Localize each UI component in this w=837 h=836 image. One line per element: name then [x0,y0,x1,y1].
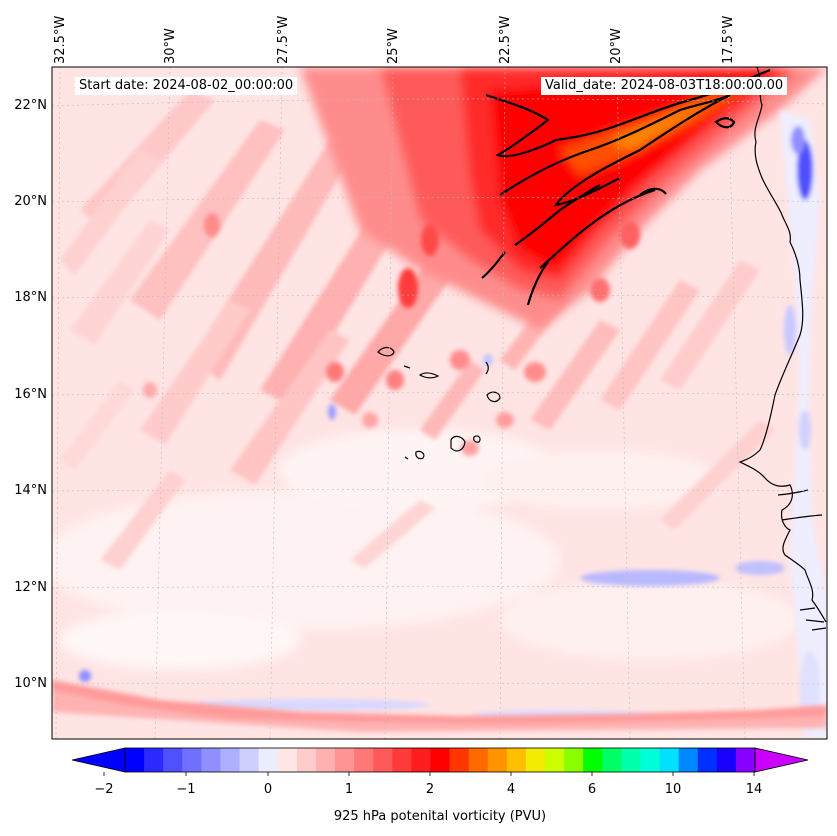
colorbar-min-extend [71,747,126,773]
pv-contours [481,68,771,306]
colorbar-segment [315,748,336,772]
cape-verde-islands [377,346,501,460]
colorbar-segment [354,748,374,772]
colorbar-max-extend [754,747,809,773]
coastline [738,66,827,631]
colorbar-tick-label: 10 [664,782,682,797]
high-pv-region [300,67,827,330]
colorbar-segment [296,748,317,772]
colorbar-segment [545,748,565,772]
lat-label-12n: 12°N [14,580,47,595]
pv-field [52,67,827,739]
lon-label-17-5w: 17.5°W [721,15,736,64]
colorbar-segment [468,748,489,772]
colorbar-segment [239,748,260,772]
colorbar-segment [602,748,622,772]
colorbar-segment [678,748,699,772]
colorbar-tick-label: 4 [506,782,516,797]
colorbar-segment [506,748,527,772]
colorbar-segment [335,748,355,772]
colorbar-segment [583,748,603,772]
colorbar-tick-label: 2 [425,782,435,797]
colorbar-tick-label: 0 [263,782,273,797]
lat-label-10n: 10°N [14,676,47,691]
southern-pv-band [52,680,827,732]
lat-label-16n: 16°N [14,387,47,402]
colorbar-segment [697,748,718,772]
colorbar-segment [525,748,546,772]
colorbar-tick-label: 14 [745,782,763,797]
colorbar-tick-label: −1 [176,782,196,797]
colorbar-title: 925 hPa potenital vorticity (PVU) [333,809,547,824]
lat-label-22n: 22°N [14,98,47,113]
start-date-label: Start date: 2024-08-02_00:00:00 [75,77,298,95]
lat-label-14n: 14°N [14,483,47,498]
lon-label-27-5w: 27.5°W [276,15,291,64]
colorbar-segment [258,748,279,772]
colorbar-segment [430,748,451,772]
lon-label-25w: 25°W [386,28,401,64]
colorbar [71,747,809,776]
colorbar-segment [373,748,393,772]
lon-label-22-5w: 22.5°W [498,15,513,64]
lat-label-20n: 20°N [14,194,47,209]
lon-label-32-5w: 32.5°W [53,15,68,64]
colorbar-segment [487,748,508,772]
colorbar-segment [640,748,661,772]
colorbar-segment [716,748,737,772]
colorbar-segment [659,748,680,772]
colorbar-segment [735,748,756,772]
colorbar-segment [564,748,584,772]
pv-blobs [143,213,640,456]
colorbar-segment [144,748,164,772]
colorbar-tick-label: 1 [344,782,354,797]
colorbar-segment [621,748,641,772]
valid-date-label: Valid_date: 2024-08-03T18:00:00.00 [541,77,788,95]
colorbar-segment [411,748,431,772]
graticule [52,67,827,739]
low-pv-regions [52,430,800,670]
lat-label-18n: 18°N [14,290,47,305]
colorbar-tick-label: −2 [94,782,114,797]
colorbar-segment [125,748,145,772]
colorbar-segment [163,748,183,772]
map-frame [51,66,828,740]
colorbar-segment [182,748,202,772]
colorbar-segment [220,748,241,772]
colorbar-segment [277,748,298,772]
colorbar-segment [201,748,221,772]
lon-label-30w: 30°W [163,28,178,64]
colorbar-segment [449,748,470,772]
colorbar-segment [392,748,412,772]
colorbar-tick-label: 6 [587,782,597,797]
lon-label-20w: 20°W [609,28,624,64]
